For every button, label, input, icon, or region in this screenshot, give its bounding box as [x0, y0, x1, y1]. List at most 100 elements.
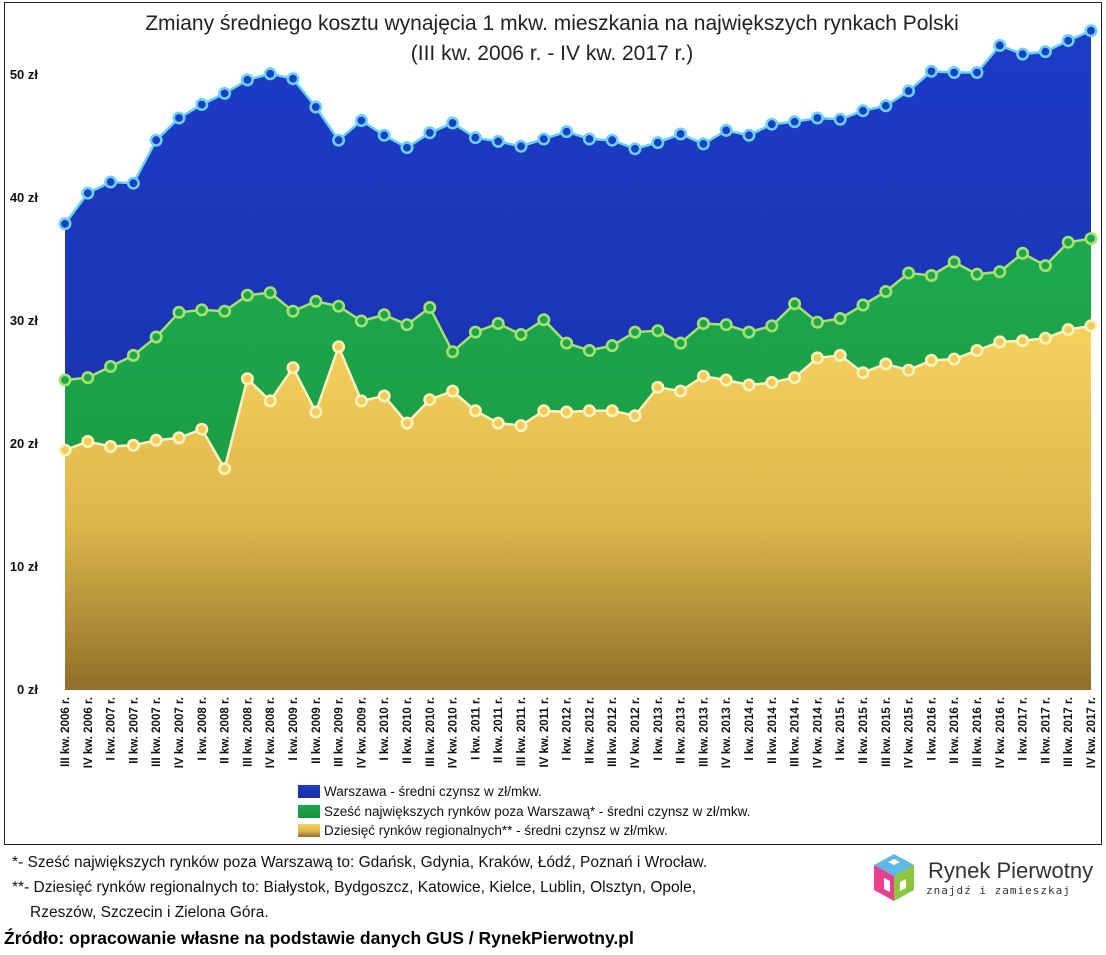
point-ten-regional	[81, 434, 95, 448]
x-tick-label: III kw. 2012 r.	[607, 697, 619, 767]
point-six-markets	[400, 318, 414, 332]
x-tick-label: IV kw. 2007 r.	[174, 697, 186, 768]
x-tick-label: I kw. 2011 r.	[470, 697, 482, 760]
point-ten-regional	[104, 439, 118, 453]
x-tick-label: II kw. 2012 r.	[584, 697, 596, 764]
point-ten-regional	[582, 404, 596, 418]
point-six-markets	[628, 325, 642, 339]
x-tick-label: III kw. 2010 r.	[425, 697, 437, 767]
point-warszawa	[1084, 24, 1098, 38]
x-tick-label: IV kw. 2013 r.	[721, 697, 733, 768]
point-six-markets	[332, 299, 346, 313]
point-ten-regional	[354, 394, 368, 408]
point-ten-regional	[400, 416, 414, 430]
point-warszawa	[582, 132, 596, 146]
point-ten-regional	[1084, 319, 1098, 333]
point-ten-regional	[605, 404, 619, 418]
point-warszawa	[651, 136, 665, 150]
point-warszawa	[309, 100, 323, 114]
x-tick-label: II kw. 2010 r.	[402, 697, 414, 764]
point-ten-regional	[1016, 334, 1030, 348]
series-markers	[58, 24, 1098, 476]
legend-label: Dziesięć rynków regionalnych** - średni …	[324, 823, 668, 838]
point-ten-regional	[742, 378, 756, 392]
point-six-markets	[195, 303, 209, 317]
point-ten-regional	[970, 343, 984, 357]
point-warszawa	[286, 72, 300, 86]
point-warszawa	[742, 128, 756, 142]
point-warszawa	[765, 117, 779, 131]
point-ten-regional	[1038, 331, 1052, 345]
point-warszawa	[400, 141, 414, 155]
point-ten-regional	[309, 405, 323, 419]
point-six-markets	[719, 318, 733, 332]
point-six-markets	[240, 288, 254, 302]
legend-label: Warszawa - średni czynsz w zł/mkw.	[324, 784, 542, 799]
x-tick-label: IV kw. 2017 r.	[1086, 697, 1098, 768]
x-tick-label: III kw. 2015 r.	[881, 697, 893, 767]
point-six-markets	[1061, 235, 1075, 249]
x-tick-label: III kw. 2014 r.	[790, 697, 802, 767]
point-ten-regional	[263, 394, 277, 408]
point-six-markets	[58, 373, 72, 387]
point-warszawa	[468, 131, 482, 145]
house-logo-icon	[872, 852, 916, 902]
point-ten-regional	[468, 404, 482, 418]
point-ten-regional	[514, 419, 528, 433]
x-tick-label: IV kw. 2008 r.	[265, 697, 277, 768]
y-tick-label: 40 zł	[10, 190, 39, 205]
point-six-markets	[788, 297, 802, 311]
point-ten-regional	[195, 422, 209, 436]
point-ten-regional	[788, 371, 802, 385]
point-ten-regional	[810, 351, 824, 365]
y-tick-label: 30 zł	[10, 313, 39, 328]
point-warszawa	[788, 115, 802, 129]
x-tick-label: I kw. 2008 r.	[197, 697, 209, 761]
point-warszawa	[514, 139, 528, 153]
point-warszawa	[377, 128, 391, 142]
point-warszawa	[856, 104, 870, 118]
point-six-markets	[674, 336, 688, 350]
point-six-markets	[1038, 259, 1052, 273]
x-tick-label: I kw. 2009 r.	[288, 697, 300, 761]
point-warszawa	[696, 137, 710, 151]
point-warszawa	[628, 142, 642, 156]
legend-swatch-six-markets	[298, 805, 320, 818]
point-six-markets	[582, 343, 596, 357]
point-six-markets	[924, 268, 938, 282]
point-six-markets	[856, 298, 870, 312]
legend-label: Sześć największych rynków poza Warszawą*…	[324, 804, 750, 819]
point-six-markets	[172, 305, 186, 319]
line-warszawa	[63, 29, 1092, 225]
point-warszawa	[924, 64, 938, 78]
point-ten-regional	[856, 366, 870, 380]
y-tick-label: 20 zł	[10, 436, 39, 451]
x-tick-label: IV kw. 2014 r.	[812, 697, 824, 768]
point-warszawa	[446, 116, 460, 130]
point-warszawa	[332, 133, 346, 147]
point-warszawa	[719, 123, 733, 137]
point-six-markets	[514, 327, 528, 341]
x-tick-label: IV kw. 2015 r.	[904, 697, 916, 768]
x-tick-label: IV kw. 2010 r.	[448, 697, 460, 768]
x-tick-label: II kw. 2017 r.	[1040, 697, 1052, 764]
chart-subtitle: (III kw. 2006 r. - IV kw. 2017 r.)	[411, 42, 693, 65]
point-warszawa	[354, 114, 368, 128]
point-warszawa	[1016, 47, 1030, 61]
x-tick-label: II kw. 2015 r.	[858, 697, 870, 764]
legend-swatch-ten-regional	[298, 824, 320, 837]
area-ten-regional	[65, 325, 1091, 690]
point-six-markets	[651, 324, 665, 338]
x-tick-label: III kw. 2007 r.	[151, 697, 163, 767]
point-six-markets	[810, 315, 824, 329]
point-six-markets	[833, 311, 847, 325]
point-warszawa	[104, 175, 118, 189]
line-six-markets	[64, 237, 1092, 382]
point-warszawa	[537, 132, 551, 146]
x-tick-label: II kw. 2016 r.	[949, 697, 961, 764]
point-six-markets	[218, 304, 232, 318]
x-tick-label: IV kw. 2012 r.	[630, 697, 642, 768]
point-warszawa	[993, 38, 1007, 52]
x-tick-label: II kw. 2011 r.	[493, 697, 505, 763]
point-ten-regional	[651, 380, 665, 394]
